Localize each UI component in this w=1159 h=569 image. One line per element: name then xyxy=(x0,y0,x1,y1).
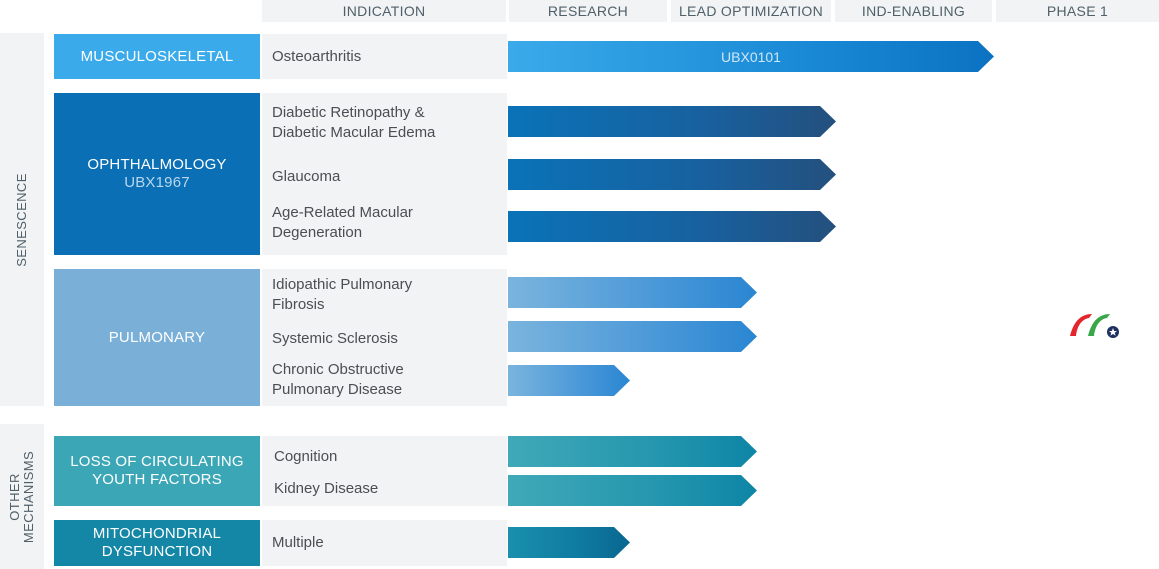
indication-ipf-line1: Idiopathic Pulmonary xyxy=(272,276,413,293)
category-loss-of-circulating-youth-factors: LOSS OF CIRCULATING YOUTH FACTORS xyxy=(54,436,260,506)
category-musculoskeletal-label: MUSCULOSKELETAL xyxy=(80,47,234,65)
category-mito-line2: DYSFUNCTION xyxy=(101,543,213,560)
group-other-mechanisms: OTHER MECHANISMS xyxy=(0,424,44,569)
header-ind-enabling: IND-ENABLING xyxy=(835,0,992,22)
category-mitochondrial-dysfunction: MITOCHONDRIAL DYSFUNCTION xyxy=(54,520,260,566)
progress-arrow-osteoarthritis: UBX0101 xyxy=(508,41,994,72)
progress-arrow-diabetic-retinopathy xyxy=(508,106,836,137)
category-mito-line1: MITOCHONDRIAL xyxy=(92,525,222,542)
indication-diabetic-retinopathy: Diabetic Retinopathy & Diabetic Macular … xyxy=(272,102,502,144)
indication-dr-line2: Diabetic Macular Edema xyxy=(272,124,436,141)
progress-arrow-systemic-sclerosis xyxy=(508,321,757,352)
group-other-label: OTHER xyxy=(7,472,22,521)
indication-cognition: Cognition xyxy=(274,448,338,465)
progress-arrow-cognition xyxy=(508,436,757,467)
progress-arrow-kidney-disease xyxy=(508,475,757,506)
company-logo-icon xyxy=(1068,310,1122,340)
group-senescence: SENESCENCE xyxy=(0,33,44,406)
header-lead-optimization: LEAD OPTIMIZATION xyxy=(671,0,831,22)
indication-glaucoma: Glaucoma xyxy=(272,168,341,185)
category-ophthalmology-program: UBX1967 xyxy=(124,174,190,191)
indication-ipf: Idiopathic Pulmonary Fibrosis xyxy=(272,274,502,316)
indication-copd-line2: Pulmonary Disease xyxy=(272,381,403,398)
indication-panel-mitochondrial xyxy=(262,520,507,566)
header-indication: INDICATION xyxy=(262,0,506,22)
indication-amd-line1: Age-Related Macular xyxy=(272,204,413,221)
indication-panel-youth-factors xyxy=(262,436,507,506)
group-mechanisms-label: MECHANISMS xyxy=(21,450,36,543)
group-senescence-label: SENESCENCE xyxy=(14,172,29,267)
progress-arrow-ipf xyxy=(508,277,757,308)
category-pulmonary-label: PULMONARY xyxy=(108,328,206,346)
category-ophthalmology: OPHTHALMOLOGY UBX1967 xyxy=(54,93,260,255)
indication-amd: Age-Related Macular Degeneration xyxy=(272,202,502,244)
indication-amd-line2: Degeneration xyxy=(272,224,363,241)
category-youth-factors-line1: LOSS OF CIRCULATING xyxy=(70,453,244,470)
header-phase-1: PHASE 1 xyxy=(996,0,1159,22)
indication-copd: Chronic Obstructive Pulmonary Disease xyxy=(272,359,502,401)
header-research: RESEARCH xyxy=(509,0,667,22)
indication-panel-ophthalmology xyxy=(262,93,507,255)
category-ophthalmology-label: OPHTHALMOLOGY xyxy=(87,156,227,173)
progress-arrow-multiple xyxy=(508,527,630,558)
indication-dr-line1: Diabetic Retinopathy & xyxy=(272,104,425,121)
progress-arrow-glaucoma xyxy=(508,159,836,190)
indication-systemic-sclerosis: Systemic Sclerosis xyxy=(272,330,398,347)
indication-kidney-disease: Kidney Disease xyxy=(274,480,379,497)
category-youth-factors-line2: YOUTH FACTORS xyxy=(92,471,222,488)
indication-panel-pulmonary xyxy=(262,269,507,406)
progress-arrow-amd xyxy=(508,211,836,242)
indication-multiple: Multiple xyxy=(272,534,324,551)
indication-ipf-line2: Fibrosis xyxy=(272,296,325,313)
category-pulmonary: PULMONARY xyxy=(54,269,260,406)
program-label-ubx0101: UBX0101 xyxy=(721,48,781,65)
category-musculoskeletal: MUSCULOSKELETAL xyxy=(54,34,260,79)
indication-copd-line1: Chronic Obstructive xyxy=(272,361,404,378)
progress-arrow-copd xyxy=(508,365,630,396)
indication-osteoarthritis: Osteoarthritis xyxy=(272,48,362,65)
indication-panel-musculoskeletal xyxy=(262,34,507,79)
